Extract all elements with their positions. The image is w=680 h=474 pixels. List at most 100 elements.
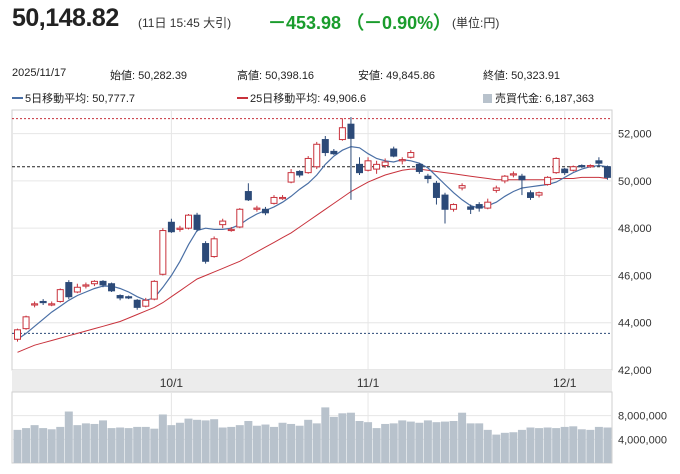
volume-axis: 4,000,000 8,000,000 bbox=[618, 411, 667, 447]
candle-body bbox=[586, 165, 594, 168]
candle-body bbox=[202, 243, 210, 262]
info-open: 始値: 50,282.39 bbox=[110, 70, 188, 82]
candle-body bbox=[125, 296, 133, 299]
candle bbox=[381, 158, 389, 168]
info-low: 安値: 49,845.86 bbox=[358, 70, 436, 82]
volume-bar bbox=[56, 426, 65, 463]
volume-bar bbox=[406, 421, 415, 463]
volume-bar bbox=[13, 429, 22, 463]
price-axis: 42,000 44,000 46,000 48,000 50,000 52,000 bbox=[618, 129, 652, 377]
ma25-series bbox=[17, 168, 608, 353]
candle-body bbox=[108, 283, 116, 292]
ma5-line-icon bbox=[12, 97, 23, 100]
volume-bar bbox=[552, 428, 561, 463]
candle bbox=[441, 192, 449, 224]
candle-body bbox=[99, 280, 107, 286]
volume-bar bbox=[39, 428, 48, 463]
candle-body bbox=[390, 148, 398, 157]
candle bbox=[475, 202, 483, 212]
volume-series bbox=[13, 407, 612, 463]
candle bbox=[509, 171, 517, 178]
volume-bar bbox=[449, 420, 458, 463]
candle bbox=[432, 180, 440, 205]
volume-bar bbox=[90, 423, 99, 463]
candle bbox=[424, 173, 432, 184]
candle-body bbox=[193, 214, 201, 230]
candle-body bbox=[501, 175, 509, 182]
candle bbox=[56, 288, 64, 303]
volume-bar bbox=[364, 422, 373, 463]
candle-body bbox=[227, 228, 235, 232]
volume-bar-icon bbox=[483, 93, 492, 103]
candle-body bbox=[475, 204, 483, 209]
date-axis-band bbox=[12, 370, 612, 392]
candle-body bbox=[527, 192, 534, 198]
candlestick-series bbox=[14, 117, 611, 342]
candle bbox=[595, 157, 603, 167]
volume-bar bbox=[22, 428, 31, 463]
candle-body bbox=[296, 170, 304, 176]
ma5-series bbox=[17, 145, 608, 340]
volume-bar bbox=[355, 420, 364, 463]
volume-bar bbox=[346, 412, 355, 463]
price-change: －453.98 （－0.90%） bbox=[268, 13, 452, 33]
candle bbox=[31, 301, 39, 308]
candle-body bbox=[236, 208, 244, 228]
candle bbox=[484, 198, 492, 210]
info-high: 高値: 50,398.16 bbox=[237, 70, 315, 82]
volume-bar bbox=[227, 426, 236, 463]
volume-bar bbox=[210, 419, 219, 463]
candle bbox=[22, 315, 30, 330]
candle-body bbox=[56, 289, 64, 302]
candle-body bbox=[261, 208, 269, 214]
volume-bar bbox=[329, 416, 338, 463]
volume-bar bbox=[30, 425, 39, 463]
volume-tick-label: 4,000,000 bbox=[618, 434, 667, 446]
candle-body bbox=[142, 299, 150, 307]
candle-body bbox=[82, 284, 90, 287]
candle bbox=[398, 157, 406, 165]
volume-bar bbox=[466, 423, 475, 463]
price-tick-label: 50,000 bbox=[618, 176, 652, 188]
volume-bar bbox=[47, 429, 56, 463]
candle-body bbox=[373, 163, 381, 170]
date-tick-label: 11/1 bbox=[357, 376, 380, 390]
volume-bar bbox=[603, 427, 612, 463]
volume-bar bbox=[184, 418, 193, 463]
candle-body bbox=[407, 152, 415, 158]
candle bbox=[244, 183, 252, 201]
volume-bar bbox=[116, 427, 125, 463]
price-panel-border bbox=[11, 109, 613, 371]
volume-tick-label: 8,000,000 bbox=[618, 411, 667, 423]
candle-body bbox=[22, 316, 30, 330]
candle-body bbox=[338, 127, 346, 141]
volume-bar bbox=[458, 412, 467, 463]
candle-body bbox=[518, 175, 526, 181]
candle bbox=[202, 241, 210, 264]
candle bbox=[279, 195, 287, 200]
volume-bar bbox=[193, 419, 202, 463]
candle bbox=[210, 236, 218, 258]
candle bbox=[356, 157, 363, 175]
candle bbox=[82, 282, 90, 289]
candle bbox=[39, 299, 47, 305]
volume-bar bbox=[389, 423, 398, 463]
candle-body bbox=[458, 185, 466, 189]
candle-body bbox=[561, 168, 569, 174]
candle bbox=[450, 203, 458, 212]
candle bbox=[270, 195, 278, 205]
candle-body bbox=[48, 303, 56, 306]
volume-bar bbox=[64, 411, 73, 463]
candle-body bbox=[441, 194, 449, 210]
volume-bar bbox=[295, 425, 304, 463]
candle-body bbox=[253, 207, 261, 210]
candle bbox=[415, 163, 423, 174]
candle bbox=[347, 117, 355, 200]
candle-body bbox=[90, 280, 98, 285]
candle-body bbox=[364, 160, 372, 171]
candle bbox=[458, 183, 466, 191]
candle bbox=[321, 136, 329, 157]
volume-bar bbox=[99, 420, 107, 463]
candle bbox=[569, 165, 577, 172]
